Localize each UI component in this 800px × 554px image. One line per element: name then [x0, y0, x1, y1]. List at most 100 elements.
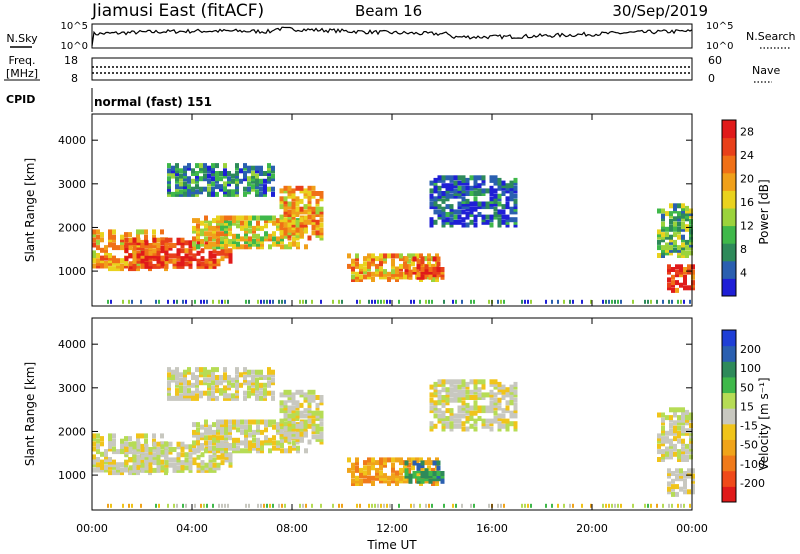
- velocity-cell: [172, 465, 177, 471]
- power-cell: [264, 223, 268, 229]
- power-cell: [457, 204, 462, 210]
- velocity-cell: [195, 395, 199, 401]
- velocity-cell: [363, 478, 367, 484]
- velocity-cell: [449, 416, 454, 421]
- velocity-cell: [435, 457, 439, 463]
- velocity-cell: [96, 433, 100, 439]
- velocity-cell: [657, 457, 661, 462]
- power-cell: [108, 253, 112, 258]
- power-cell: [231, 178, 235, 184]
- velocity-cell: [501, 413, 506, 419]
- power-cell: [355, 253, 359, 259]
- velocity-cell: [453, 418, 458, 424]
- velocity-cell: [255, 372, 259, 378]
- power-cell: [433, 219, 438, 225]
- power-cell: [685, 211, 689, 217]
- velocity-cell: [136, 462, 141, 468]
- velocity-cell: [120, 470, 124, 476]
- power-cell: [208, 258, 213, 264]
- velocity-cell: [192, 432, 196, 438]
- velocity-cell: [152, 457, 157, 463]
- velocity-cell: [208, 427, 212, 433]
- power-cell: [513, 209, 518, 215]
- power-cell: [493, 177, 498, 183]
- velocity-cell: [355, 460, 359, 466]
- power-cell: [172, 263, 177, 269]
- velocity-cell: [212, 422, 216, 428]
- power-cell: [673, 205, 677, 211]
- power-cell: [404, 256, 409, 262]
- power-cell: [232, 244, 236, 250]
- power-cell: [501, 185, 506, 191]
- velocity-cell: [175, 372, 179, 378]
- velocity-cell: [208, 448, 212, 454]
- velocity-cell: [140, 454, 145, 460]
- velocity-cell: [108, 470, 112, 476]
- power-cell: [124, 243, 129, 248]
- power-cell: [257, 299, 259, 304]
- velocity-cell: [299, 413, 304, 419]
- power-cell: [311, 219, 316, 225]
- power-cell: [179, 173, 183, 179]
- velocity-cell: [167, 380, 171, 386]
- power-cell: [493, 198, 498, 204]
- velocity-cell: [431, 503, 433, 508]
- power-cell: [251, 176, 255, 182]
- velocity-cell: [513, 410, 518, 416]
- power-cell: [224, 250, 229, 256]
- velocity-cell: [679, 468, 683, 474]
- power-cell: [304, 225, 308, 231]
- velocity-cell: [144, 457, 149, 463]
- velocity-cell: [287, 392, 292, 398]
- velocity-cell: [287, 389, 292, 395]
- velocity-cell: [429, 426, 434, 432]
- velocity-cell: [188, 452, 193, 458]
- power-cell: [371, 271, 375, 277]
- power-cell: [276, 223, 280, 229]
- power-cell: [132, 258, 137, 264]
- power-cell: [311, 230, 316, 236]
- velocity-cell: [92, 436, 96, 442]
- power-cell: [160, 255, 164, 261]
- velocity-cell: [302, 503, 304, 508]
- velocity-cell: [124, 460, 129, 466]
- power-cell: [363, 261, 367, 267]
- power-cell: [572, 299, 574, 304]
- power-cell: [220, 225, 224, 231]
- velocity-cell: [675, 484, 679, 490]
- power-cell: [431, 263, 435, 269]
- power-cell: [452, 299, 454, 304]
- power-cell: [493, 212, 498, 217]
- velocity-cell: [614, 503, 616, 508]
- power-cell: [685, 205, 689, 211]
- velocity-cell: [271, 395, 275, 401]
- power-cell: [188, 261, 193, 267]
- power-cell: [489, 188, 494, 194]
- velocity-cell: [196, 437, 200, 443]
- power-cell: [247, 189, 251, 195]
- velocity-cell: [667, 471, 671, 476]
- velocity-cell: [501, 418, 506, 424]
- power-cell: [489, 217, 494, 223]
- power-cell: [307, 198, 312, 204]
- power-cell: [251, 171, 255, 176]
- velocity-cell: [489, 418, 494, 424]
- velocity-cell: [689, 428, 693, 434]
- power-cell: [152, 248, 157, 254]
- power-cell: [445, 212, 450, 217]
- power-cell: [110, 299, 112, 304]
- velocity-cell: [367, 460, 371, 466]
- velocity-cell: [108, 436, 112, 442]
- velocity-cell: [433, 405, 438, 411]
- power-cell: [437, 214, 442, 220]
- velocity-cell: [677, 430, 681, 436]
- power-cell: [248, 223, 252, 229]
- power-cell: [437, 209, 442, 215]
- power-cell: [433, 183, 438, 189]
- power-cell: [493, 188, 498, 194]
- power-cell: [689, 239, 693, 245]
- power-cell: [408, 272, 413, 278]
- velocity-cell: [187, 382, 191, 388]
- velocity-cell: [497, 503, 499, 508]
